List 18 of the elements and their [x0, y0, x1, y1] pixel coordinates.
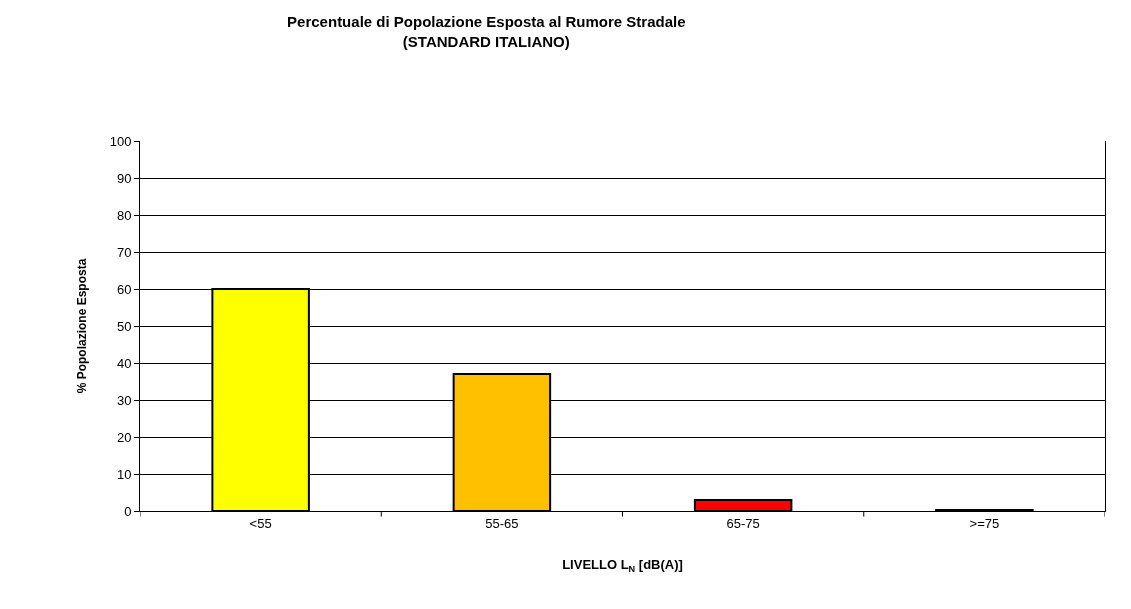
y-tick-label: 40 — [116, 355, 132, 371]
x-tick-label: 55-65 — [485, 515, 519, 531]
chart-title: Percentuale di Popolazione Esposta al Rumore Stradale (STANDARD ITALIANO) — [287, 13, 686, 50]
x-tick-label: 65-75 — [726, 515, 760, 531]
y-tick-label: 70 — [116, 244, 132, 260]
y-tick-label: 80 — [116, 207, 132, 223]
y-tick-label: 90 — [116, 170, 132, 186]
y-tick-label: 60 — [116, 281, 132, 297]
y-tick-label: 20 — [116, 429, 132, 445]
y-tick-label: 50 — [116, 318, 132, 334]
y-axis-title: % Popolazione Esposta — [75, 258, 89, 394]
y-tick-label: 100 — [109, 133, 132, 149]
x-axis-title: LIVELLO L$_{N}$ [dB(A)] — [562, 557, 683, 574]
x-tick-label: >=75 — [969, 515, 1000, 531]
y-tick-label: 30 — [116, 392, 132, 408]
x-tick-label: <55 — [249, 515, 272, 531]
y-tick-label: 0 — [124, 503, 132, 519]
y-tick-label: 10 — [116, 466, 132, 482]
